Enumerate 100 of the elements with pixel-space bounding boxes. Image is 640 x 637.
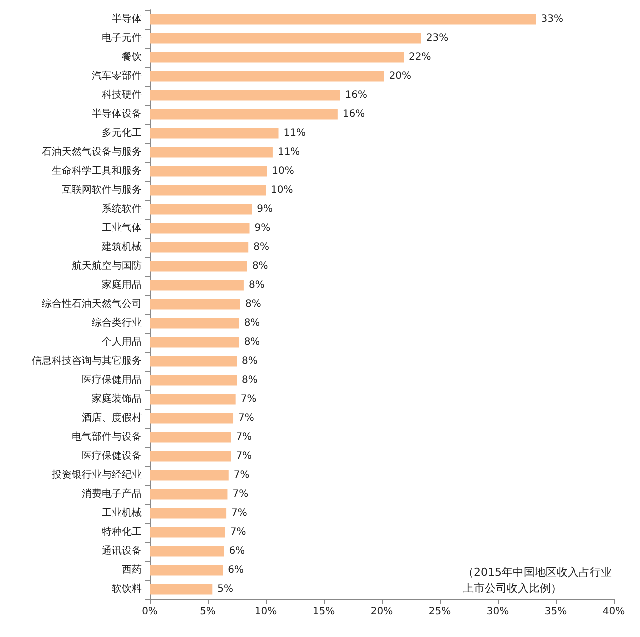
y-tick-label: 汽车零部件	[92, 70, 142, 82]
y-tick-label: 工业气体	[102, 222, 142, 234]
bar	[150, 356, 237, 367]
bar	[150, 204, 252, 215]
y-tick-label: 家庭装饰品	[92, 393, 142, 405]
data-label: 7%	[236, 432, 252, 443]
data-label: 16%	[342, 109, 366, 120]
y-tick-label: 半导体	[112, 13, 142, 25]
x-tick-label: 20%	[370, 606, 394, 618]
y-tick-label: 航天航空与国防	[72, 260, 142, 272]
data-label: 8%	[242, 356, 258, 367]
bar	[150, 432, 232, 443]
bar	[150, 451, 232, 462]
y-tick-label: 系统软件	[102, 203, 142, 215]
y-tick-label: 综合性石油天然气公司	[42, 298, 142, 310]
bar	[150, 261, 248, 272]
bar	[150, 413, 234, 424]
bar	[150, 565, 224, 576]
annotation: 上市公司收入比例）	[463, 582, 562, 595]
data-label: 7%	[230, 527, 246, 538]
bar	[150, 280, 244, 291]
y-tick-label: 医疗保健用品	[82, 374, 142, 386]
data-label: 8%	[244, 318, 260, 329]
y-tick-label: 消费电子产品	[82, 488, 142, 500]
data-label: 22%	[409, 52, 432, 63]
y-tick-label: 综合类行业	[92, 317, 142, 329]
bar	[150, 527, 226, 538]
y-tick-label: 电子元件	[102, 32, 142, 44]
y-tick-label: 工业机械	[102, 507, 142, 519]
data-label: 8%	[248, 280, 265, 291]
bar	[150, 508, 227, 519]
data-label: 7%	[232, 508, 248, 519]
y-tick-label: 个人用品	[102, 336, 142, 348]
annotation: （2015年中国地区收入占行业	[463, 566, 612, 579]
bar	[150, 546, 224, 557]
y-tick-label: 建筑机械	[101, 241, 142, 253]
y-tick-label: 电气部件与设备	[72, 431, 142, 443]
x-tick-label: 0%	[142, 606, 158, 618]
data-label: 16%	[345, 90, 368, 101]
data-label: 7%	[238, 413, 254, 424]
bar	[150, 71, 384, 82]
y-tick-label: 家庭用品	[102, 279, 142, 291]
y-tick-label: 石油天然气设备与服务	[42, 146, 142, 158]
x-tick-label: 35%	[544, 606, 568, 618]
y-tick-label: 信息科技咨询与其它服务	[32, 355, 142, 367]
data-label: 10%	[271, 185, 294, 196]
data-label: 33%	[541, 14, 564, 25]
bar	[150, 33, 422, 44]
data-label: 11%	[278, 147, 300, 158]
y-tick-label: 西药	[122, 564, 142, 576]
bar	[150, 337, 240, 348]
data-label: 11%	[284, 128, 306, 139]
data-label: 7%	[236, 451, 252, 462]
bar	[150, 90, 340, 101]
bar	[150, 52, 404, 63]
y-tick-label: 医疗保健设备	[82, 450, 142, 462]
data-label: 8%	[242, 375, 258, 386]
bar	[150, 318, 240, 329]
data-label: 8%	[252, 261, 268, 272]
data-label: 7%	[234, 470, 250, 481]
y-tick-label: 科技硬件	[102, 89, 142, 101]
bar	[150, 470, 229, 481]
bar	[150, 223, 250, 234]
data-label: 9%	[254, 223, 271, 234]
data-label: 9%	[257, 204, 273, 215]
data-label: 8%	[254, 242, 270, 253]
bar	[150, 394, 236, 405]
y-tick-label: 生命科学工具和服务	[52, 165, 142, 177]
data-label: 10%	[272, 166, 294, 177]
y-tick-label: 半导体设备	[92, 108, 142, 120]
y-tick-label: 软饮料	[112, 583, 142, 595]
data-label: 20%	[389, 71, 412, 82]
x-tick-label: 40%	[602, 606, 626, 618]
y-tick-label: 通讯设备	[102, 545, 142, 557]
bar	[150, 147, 273, 158]
data-label: 7%	[232, 489, 249, 500]
x-tick-label: 30%	[486, 606, 510, 618]
bar	[150, 185, 266, 196]
y-tick-label: 多元化工	[102, 127, 142, 139]
bar	[150, 584, 213, 595]
data-label: 5%	[218, 584, 234, 595]
data-label: 6%	[229, 546, 246, 557]
data-label: 6%	[228, 565, 244, 576]
data-label: 8%	[244, 337, 260, 348]
data-label: 7%	[240, 394, 257, 405]
x-tick-label: 15%	[312, 606, 336, 618]
x-tick-label: 25%	[428, 606, 452, 618]
y-tick-label: 特种化工	[102, 526, 142, 538]
x-tick-label: 5%	[200, 606, 216, 618]
y-tick-label: 酒店、度假村	[82, 412, 142, 424]
y-tick-label: 互联网软件与服务	[62, 184, 142, 196]
bar	[150, 489, 228, 500]
y-tick-label: 投资银行业与经纪业	[51, 469, 142, 481]
data-label: 23%	[426, 33, 449, 44]
data-label: 8%	[245, 299, 262, 310]
bar	[150, 166, 268, 177]
bar	[150, 14, 536, 25]
bar	[150, 128, 279, 139]
y-tick-label: 餐饮	[122, 51, 142, 63]
bar	[150, 375, 237, 386]
